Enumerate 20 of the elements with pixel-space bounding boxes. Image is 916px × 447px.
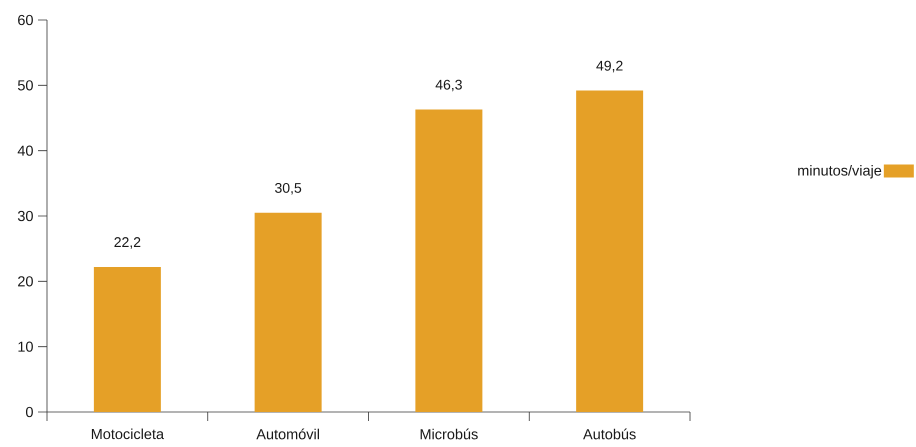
data-label: 30,5 <box>275 182 302 195</box>
y-tick-label: 20 <box>18 276 33 286</box>
x-tick-label: Microbús <box>420 428 478 440</box>
y-tick-label: 30 <box>18 210 33 222</box>
y-tick-label: 50 <box>18 80 33 90</box>
y-tick-label: 40 <box>18 146 33 156</box>
bar <box>576 90 644 412</box>
bar <box>254 212 322 412</box>
y-tick-label: 60 <box>18 14 33 26</box>
x-tick-label: Autobús <box>583 428 636 440</box>
y-tick-label: 10 <box>18 342 33 352</box>
y-tick-label: 0 <box>26 406 33 418</box>
data-label: 49,2 <box>596 60 623 72</box>
legend-label: minutos/viaje <box>798 165 882 179</box>
data-label: 46,3 <box>436 80 462 92</box>
bar <box>94 266 161 412</box>
x-tick-label: Automóvil <box>256 428 319 440</box>
data-label: 22,2 <box>114 237 140 249</box>
x-tick-label: Motocicleta <box>92 428 164 440</box>
bar <box>415 110 482 412</box>
